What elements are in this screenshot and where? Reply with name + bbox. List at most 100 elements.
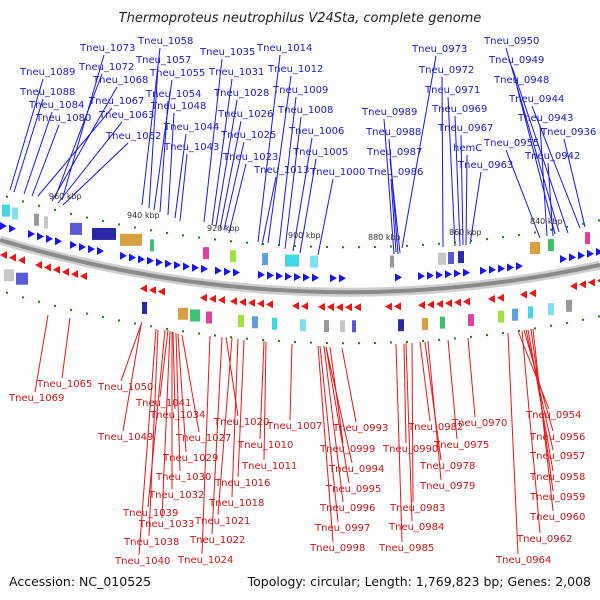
gene-label: Tneu_1033 [138,519,194,530]
forward-gene-leader-line [62,142,129,206]
forward-feature-block [438,252,446,265]
kbp-tick-mark [134,226,136,229]
reverse-gene-arrow [436,299,443,308]
kbp-tick-mark [438,338,440,341]
gene-label: Tneu_0982 [407,422,463,433]
reverse-feature-block [566,299,572,312]
forward-gene-arrow [596,247,600,256]
kbp-tick-mark [262,339,264,342]
forward-gene-arrow [489,265,496,274]
reverse-gene-arrow [336,303,343,312]
kbp-tick-mark [310,341,312,344]
forward-gene-leader-line [141,47,161,206]
kbp-tick-mark [198,236,200,239]
gene-label: Tneu_0996 [319,503,375,514]
kbp-label: 900 kbp [288,231,321,240]
gene-label: Tneu_0988 [365,127,421,138]
kbp-tick-mark [438,242,440,245]
gene-label: Tneu_0995 [325,484,381,495]
reverse-gene-leader-line [289,343,293,421]
gene-label: Tneu_1080 [35,113,91,124]
reverse-gene-leader-line [259,340,265,440]
reverse-gene-arrow [292,301,299,310]
reverse-feature-block [272,317,277,330]
forward-gene-leader-line [447,96,456,247]
gene-label: Tneu_0949 [488,55,544,66]
reverse-feature-block [548,303,554,316]
gene-label: Tneu_1016 [214,478,270,489]
forward-gene-leader-line [267,75,292,244]
kbp-scale: 960 kbp 940 kbp 920 kbp 900 kbp 880 kbp … [49,192,563,242]
forward-gene-arrow [120,251,127,260]
reverse-gene-arrow [239,298,246,307]
reverse-gene-arrow [230,297,237,306]
reverse-gene-leader-line [405,342,413,522]
forward-gene-arrow [138,255,145,264]
reverse-gene-arrow [18,256,25,265]
forward-gene-leader-line [531,105,581,229]
forward-feature-block [2,204,10,217]
kbp-tick-mark [86,216,88,219]
gene-label: Tneu_0960 [529,512,585,523]
kbp-tick-mark [38,300,40,303]
kbp-tick-mark [70,212,72,215]
gene-label: Tneu_1072 [78,62,134,73]
forward-gene-leader-line [179,153,188,222]
kbp-tick-mark [278,244,280,247]
gene-label: Tneu_0955 [483,138,539,149]
forward-gene-arrow [267,271,274,280]
forward-gene-arrow [183,262,190,271]
gene-label: Tneu_1040 [114,556,170,567]
gene-label: Tneu_1008 [277,105,333,116]
kbp-tick-mark [150,325,152,328]
accession-text: Accession: NC_010525 [9,574,151,589]
reverse-feature-block [300,319,306,332]
reverse-gene-arrow [394,302,401,311]
reverse-gene-leader-line [419,341,431,422]
reverse-feature-block [238,315,244,328]
forward-gene-arrow [560,254,567,263]
reverse-feature-block [324,320,329,333]
feature-tracks [0,195,600,345]
forward-gene-leader-line [539,124,548,237]
reverse-gene-arrow [588,278,595,287]
reverse-feature-block [528,306,533,319]
forward-feature-block [448,251,454,264]
reverse-gene-arrow [463,297,470,306]
kbp-label: 920 kbp [207,224,240,233]
reverse-gene-leader-line [447,339,458,440]
forward-gene-arrow [97,247,104,256]
reverse-gene-arrow [9,253,16,262]
reverse-feature-block [440,316,445,329]
forward-gene-arrow [312,273,319,282]
forward-gene-arrow [224,267,231,276]
gene-label: Tneu_1027 [175,433,231,444]
forward-feature-block [120,233,142,246]
reverse-gene-arrow [218,295,225,304]
reverse-gene-arrow [158,287,165,296]
forward-gene-leader-line [9,78,44,191]
gene-label: Tneu_0962 [516,534,572,545]
forward-gene-leader-line [148,66,159,209]
gene-label: Tneu_1024 [177,555,233,566]
reverse-feature-block [142,301,147,314]
gene-label: Tneu_0948 [493,75,549,86]
kbp-tick-mark [518,233,520,236]
kbp-tick-mark [22,296,24,299]
reverse-gene-leader-line [532,328,554,512]
kbp-tick-mark [326,246,328,249]
gene-label: Tneu_1058 [137,36,193,47]
forward-gene-arrow [454,269,461,278]
gene-label: Tneu_1034 [149,410,205,421]
reverse-gene-leader-line [427,340,442,481]
gene-label: Tneu_1035 [199,47,255,58]
gene-label: Tneu_0997 [314,523,370,534]
forward-feature-block [150,239,154,252]
reverse-gene-arrow [318,302,325,311]
forward-gene-leader-line [31,124,60,197]
forward-gene-arrow [37,232,44,241]
reverse-gene-arrow [427,300,434,309]
kbp-tick-mark [374,245,376,248]
reverse-gene-arrow [345,303,352,312]
